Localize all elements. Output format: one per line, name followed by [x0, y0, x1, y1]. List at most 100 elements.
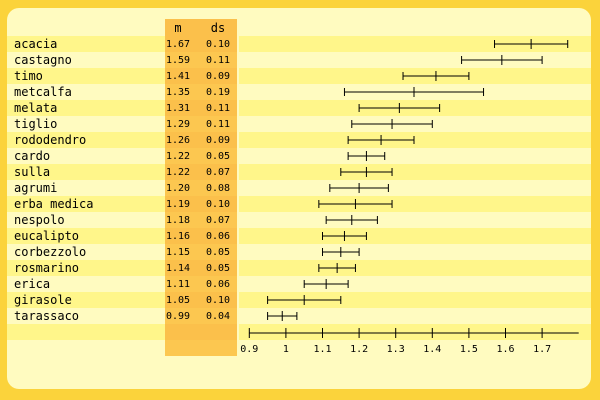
category-label: corbezzolo	[14, 245, 86, 259]
mean-value: 1.16	[166, 231, 190, 242]
mean-value: 1.15	[166, 247, 190, 258]
number-column-cell	[165, 276, 237, 292]
category-label: sulla	[14, 165, 50, 179]
sd-value: 0.11	[206, 119, 230, 130]
row-stripe-left	[7, 116, 165, 132]
mean-column-header: m	[174, 21, 181, 35]
row-stripe-right	[239, 324, 591, 340]
number-column-cell	[165, 308, 237, 324]
category-label: metcalfa	[14, 85, 72, 99]
mean-value: 1.22	[166, 151, 190, 162]
sd-value: 0.07	[206, 167, 230, 178]
number-column-cell	[165, 132, 237, 148]
x-tick-label: 1.4	[423, 344, 441, 355]
sd-value: 0.10	[206, 295, 230, 306]
row-stripe-right	[239, 148, 591, 164]
error-bar	[340, 167, 393, 177]
error-bar	[267, 295, 342, 305]
number-column-cell	[165, 212, 237, 228]
category-labels: acacia 1.67 0.10 castagno 1.59 0.11 timo 1.41 0.…	[14, 37, 230, 323]
category-label: tarassaco	[14, 309, 79, 323]
error-bar	[322, 247, 360, 257]
row-stripe-right	[239, 276, 591, 292]
number-columns	[165, 19, 237, 356]
error-bar	[325, 215, 378, 225]
error-bar	[303, 279, 349, 289]
mean-value: 1.35	[166, 87, 190, 98]
row-stripe-left	[7, 132, 165, 148]
sd-value: 0.10	[206, 39, 230, 50]
row-stripe-left	[7, 212, 165, 228]
row-stripe-left	[7, 100, 165, 116]
category-label: castagno	[14, 53, 72, 67]
x-tick-label: 1	[283, 344, 289, 355]
number-column-cell	[165, 244, 237, 260]
error-bar	[402, 71, 470, 81]
sd-value: 0.07	[206, 215, 230, 226]
error-bar	[343, 87, 485, 97]
row-stripe-left	[7, 180, 165, 196]
sd-value: 0.10	[206, 199, 230, 210]
x-tick-label: 1.1	[313, 344, 331, 355]
error-bar	[318, 263, 356, 273]
number-column-cell	[165, 36, 237, 52]
category-label: girasole	[14, 293, 72, 307]
category-label: acacia	[14, 37, 57, 51]
row-stripe-left	[7, 340, 165, 356]
row-stripe-right	[239, 244, 591, 260]
error-bar	[461, 55, 543, 65]
mean-value: 1.22	[166, 167, 190, 178]
row-stripes	[7, 36, 591, 356]
row-stripe-left	[7, 228, 165, 244]
row-stripe-right	[239, 228, 591, 244]
row-stripe-right	[239, 52, 591, 68]
mean-value: 1.67	[166, 39, 190, 50]
number-column-cell	[165, 116, 237, 132]
row-stripe-left	[7, 308, 165, 324]
row-stripe-left	[7, 148, 165, 164]
error-bar	[322, 231, 367, 241]
error-bar	[329, 183, 389, 193]
row-stripe-right	[239, 132, 591, 148]
mean-value: 1.20	[166, 183, 190, 194]
sd-value: 0.06	[206, 231, 230, 242]
row-stripe-right	[239, 260, 591, 276]
mean-value: 1.31	[166, 103, 190, 114]
number-column-cell	[165, 148, 237, 164]
number-column-header-cell	[165, 19, 237, 36]
mean-value: 1.19	[166, 199, 190, 210]
number-column-cell	[165, 196, 237, 212]
x-axis: 0.9 1 1.1 1.2 1.3 1.4 1.5 1.6 1.7	[240, 328, 579, 355]
mean-value: 1.18	[166, 215, 190, 226]
x-tick-label: 1.3	[387, 344, 405, 355]
row-stripe-right	[239, 164, 591, 180]
mean-value: 1.26	[166, 135, 190, 146]
category-label: erica	[14, 277, 50, 291]
sd-value: 0.09	[206, 71, 230, 82]
row-stripe-right	[239, 308, 591, 324]
sd-value: 0.05	[206, 247, 230, 258]
category-label: eucalipto	[14, 229, 79, 243]
mean-value: 1.41	[166, 71, 190, 82]
row-stripe-right	[239, 212, 591, 228]
error-bar	[351, 119, 433, 129]
category-label: rosmarino	[14, 261, 79, 275]
row-stripe-left	[7, 276, 165, 292]
number-column-cell	[165, 100, 237, 116]
error-bar	[358, 103, 441, 113]
row-stripe-right	[239, 340, 591, 356]
mean-value: 1.05	[166, 295, 190, 306]
row-stripe-left	[7, 84, 165, 100]
row-stripe-left	[7, 164, 165, 180]
error-bar	[318, 199, 393, 209]
error-bar	[347, 151, 386, 161]
category-label: tiglio	[14, 117, 57, 131]
error-bar	[267, 311, 298, 321]
sd-value: 0.09	[206, 135, 230, 146]
error-bar	[347, 135, 415, 145]
sd-value: 0.04	[206, 311, 230, 322]
sd-value: 0.08	[206, 183, 230, 194]
category-label: melata	[14, 101, 57, 115]
category-label: erba medica	[14, 197, 93, 211]
category-label: cardo	[14, 149, 50, 163]
